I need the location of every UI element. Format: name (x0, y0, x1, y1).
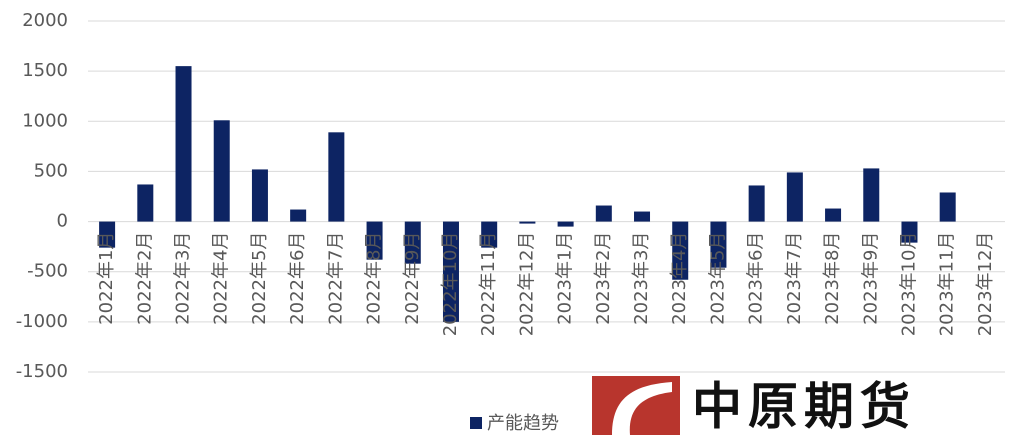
x-tick-label: 2023年10月 (898, 232, 919, 337)
y-tick-label: 0 (57, 211, 68, 232)
watermark-logo: 中原期货 (592, 376, 916, 435)
bar (825, 208, 842, 222)
bar (748, 185, 765, 222)
x-tick-label: 2022年2月 (134, 232, 155, 325)
y-tick-label: 500 (34, 160, 68, 181)
bar (404, 221, 421, 264)
x-tick-label: 2023年3月 (631, 232, 652, 325)
bar (595, 205, 612, 222)
x-tick-label: 2022年1月 (96, 232, 117, 325)
x-tick-label: 2023年2月 (593, 232, 614, 325)
bar (175, 66, 192, 222)
x-tick-label: 2023年8月 (822, 232, 843, 325)
legend-label: 产能趋势 (487, 413, 559, 434)
bar (290, 209, 307, 222)
bar (442, 221, 459, 322)
y-tick-label: 1000 (22, 110, 68, 131)
y-tick-label: 2000 (22, 10, 68, 31)
x-tick-label: 2022年10月 (440, 232, 461, 337)
bar (251, 169, 268, 222)
bar (786, 172, 803, 222)
x-tick-label: 2023年5月 (707, 232, 728, 325)
bar (672, 221, 689, 280)
x-tick-label: 2022年5月 (249, 232, 270, 325)
bar (939, 192, 956, 222)
legend-swatch (470, 417, 482, 429)
logo-swoosh (612, 382, 672, 435)
bar (481, 221, 498, 248)
x-tick-label: 2022年8月 (364, 232, 385, 325)
x-tick-label: 2022年6月 (287, 232, 308, 325)
bar (519, 221, 536, 224)
y-tick-label: -500 (27, 261, 68, 282)
bar (213, 120, 230, 222)
x-tick-label: 2023年12月 (975, 232, 996, 337)
x-tick-label: 2022年4月 (211, 232, 232, 325)
bar (366, 221, 383, 260)
x-tick-label: 2023年9月 (860, 232, 881, 325)
bar (710, 221, 727, 268)
x-tick-label: 2023年7月 (784, 232, 805, 325)
y-tick-label: -1000 (16, 311, 68, 332)
x-tick-label: 2023年1月 (555, 232, 576, 325)
bar (137, 184, 154, 222)
y-tick-label: -1500 (16, 361, 68, 382)
bar (557, 221, 574, 227)
bar (328, 132, 345, 222)
x-tick-label: 2023年11月 (937, 232, 958, 337)
x-tick-label: 2022年11月 (478, 232, 499, 337)
x-tick-label: 2022年7月 (325, 232, 346, 325)
watermark-text: 中原期货 (692, 378, 916, 435)
bar (901, 221, 918, 243)
bar (99, 221, 116, 248)
x-tick-label: 2022年12月 (516, 232, 537, 337)
x-tick-label: 2023年6月 (746, 232, 767, 325)
x-tick-label: 2023年4月 (669, 232, 690, 325)
y-tick-label: 1500 (22, 60, 68, 81)
x-tick-label: 2022年9月 (402, 232, 423, 325)
bar (634, 211, 651, 222)
x-tick-label: 2022年3月 (173, 232, 194, 325)
bar (863, 168, 880, 222)
